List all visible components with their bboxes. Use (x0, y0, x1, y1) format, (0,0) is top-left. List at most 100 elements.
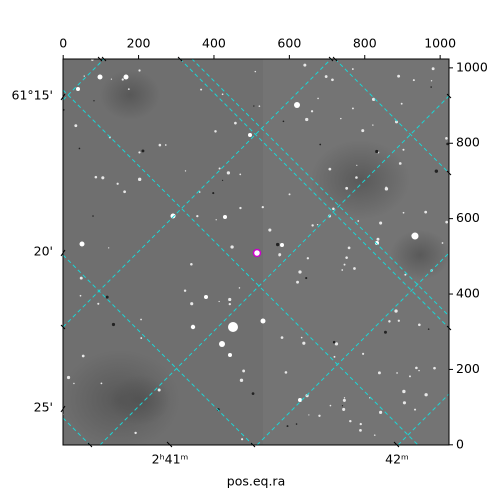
ra-tick (166, 441, 173, 448)
dec-tick (60, 405, 66, 413)
star (402, 389, 406, 394)
star (216, 408, 220, 412)
star (221, 179, 224, 181)
star (110, 78, 113, 80)
star (101, 176, 105, 180)
star (328, 167, 332, 171)
star (111, 322, 116, 327)
star (184, 170, 187, 172)
star (251, 392, 255, 395)
star (79, 276, 83, 280)
frame-tick (97, 56, 103, 62)
frame-tick (60, 324, 66, 330)
star (295, 423, 298, 425)
star (183, 289, 187, 292)
star (105, 295, 109, 299)
star (241, 438, 244, 441)
star (81, 354, 85, 358)
star (286, 425, 289, 428)
star (418, 369, 420, 372)
dec-tick (60, 93, 66, 101)
star (347, 246, 351, 250)
star (332, 207, 335, 211)
star (361, 129, 365, 133)
star (190, 262, 193, 266)
star (218, 300, 220, 303)
frame-tick (328, 56, 334, 62)
star (431, 67, 435, 71)
x-tick-label: 400 (202, 36, 226, 51)
star (214, 130, 217, 133)
star (83, 75, 85, 77)
star (123, 190, 126, 194)
bright-stars (76, 74, 419, 402)
star (415, 366, 418, 370)
star (140, 337, 143, 339)
star (424, 393, 428, 397)
star (341, 405, 344, 407)
star (158, 143, 162, 147)
x-tick-label: 0 (59, 36, 67, 51)
star (359, 428, 362, 432)
star (288, 193, 291, 196)
star (141, 149, 145, 153)
star (305, 276, 308, 280)
star (300, 336, 303, 339)
x-tick-label: 800 (353, 36, 377, 51)
sky-image (63, 59, 449, 445)
star (254, 70, 257, 73)
star (92, 215, 94, 217)
star (430, 86, 432, 88)
star (345, 256, 348, 259)
star (373, 434, 376, 436)
star (424, 210, 428, 214)
star (402, 211, 405, 214)
star (200, 88, 203, 91)
star (238, 287, 241, 289)
star (100, 382, 103, 385)
star (394, 309, 398, 313)
star (108, 247, 110, 249)
axes: 0 200 400 600 800 1000 0 200 400 600 800 1000 61°15'… (12, 36, 488, 467)
star (234, 121, 237, 125)
star (239, 378, 244, 383)
star (74, 124, 78, 128)
frame-tick (177, 56, 183, 62)
star (212, 192, 215, 195)
frame-tick (101, 56, 107, 62)
star (357, 220, 360, 222)
star (408, 375, 411, 378)
star (228, 297, 232, 302)
star (228, 303, 231, 306)
star (278, 253, 282, 257)
star (196, 214, 199, 218)
star (404, 273, 407, 276)
dec-tick-label: 20' (34, 244, 53, 259)
star (351, 68, 354, 70)
star (402, 148, 405, 151)
star (388, 320, 391, 323)
star (379, 410, 383, 414)
star (230, 245, 234, 249)
star (308, 414, 310, 416)
star (353, 267, 356, 270)
star (371, 97, 376, 102)
star (333, 355, 336, 358)
x-axis-label: pos.eq.ra (227, 474, 285, 489)
star (402, 401, 407, 405)
target-marker (252, 248, 262, 258)
star (302, 341, 306, 345)
star (414, 408, 417, 411)
star (303, 63, 307, 67)
star (164, 144, 167, 146)
star (134, 431, 137, 435)
frame-tick (332, 56, 338, 62)
star (318, 414, 321, 417)
ra-tick-label: 2ʰ41ᵐ (152, 452, 189, 467)
star (140, 318, 142, 321)
ra-tick (393, 441, 400, 448)
star (377, 371, 381, 375)
star (198, 191, 201, 193)
star (441, 242, 444, 244)
x-tick-label: 1000 (424, 36, 456, 51)
